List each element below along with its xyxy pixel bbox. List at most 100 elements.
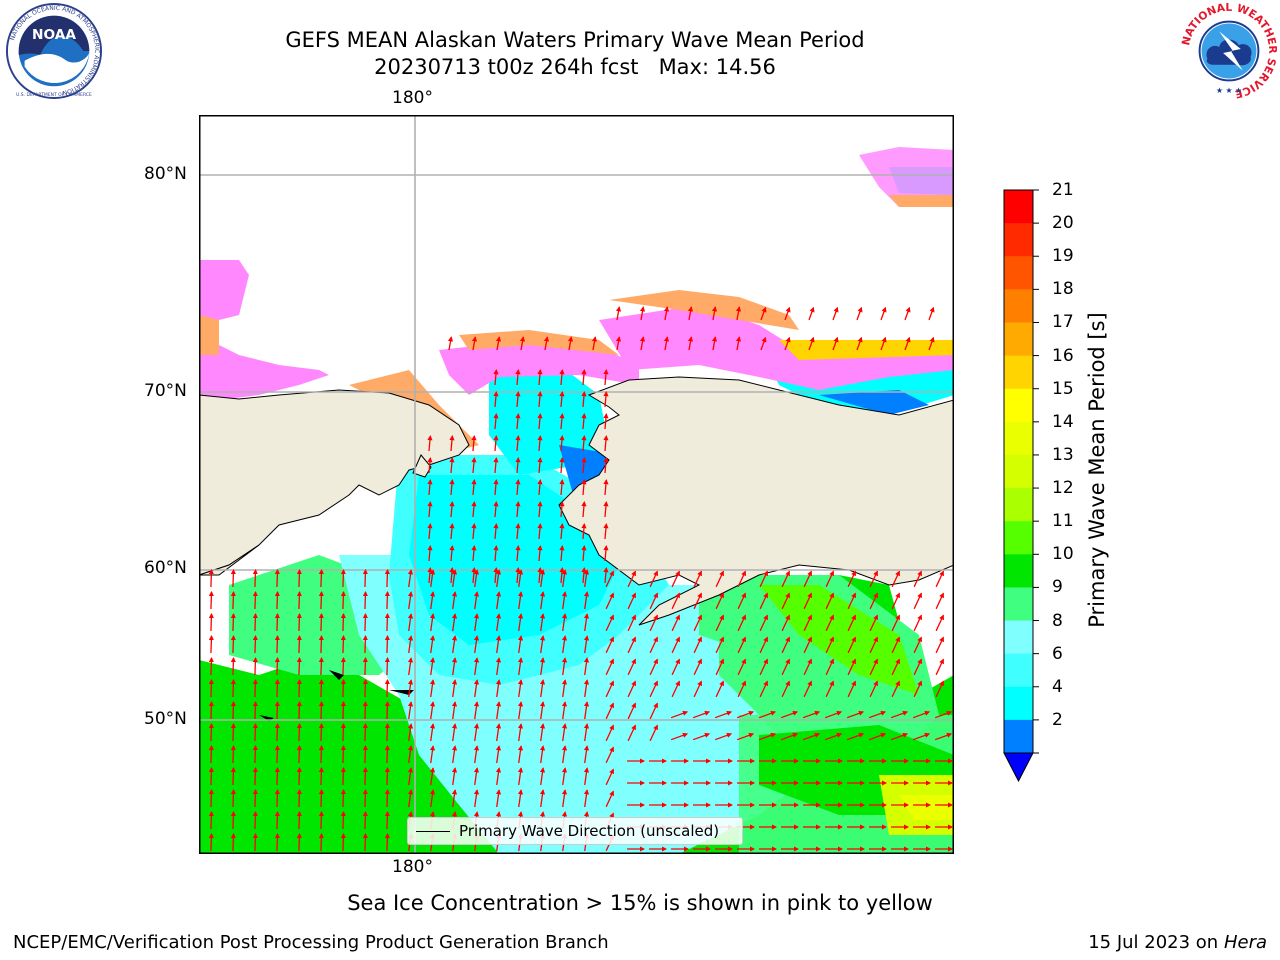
wave-arrow: [252, 744, 258, 764]
wave-arrow: [495, 701, 502, 720]
colorbar-tick-label: 8: [1052, 610, 1063, 631]
wave-arrow: [427, 523, 433, 540]
wave-arrow: [318, 788, 324, 808]
wave-arrow: [517, 591, 524, 610]
wave-arrow: [384, 744, 390, 764]
wave-arrow: [537, 457, 543, 474]
wave-arrow: [627, 724, 636, 742]
wave-arrow: [693, 614, 702, 632]
wave-arrow: [318, 678, 324, 698]
wave-arrow: [605, 702, 614, 720]
wave-arrow: [473, 767, 480, 786]
wave-arrow: [759, 636, 768, 654]
wave-arrow: [274, 722, 280, 742]
wave-arrow: [559, 413, 565, 430]
wave-arrow: [583, 723, 590, 742]
wave-arrow: [780, 710, 799, 719]
wave-arrow: [780, 732, 799, 741]
colorbar-segment: [1004, 223, 1033, 257]
wave-arrow: [384, 788, 390, 808]
wave-arrow: [736, 710, 755, 719]
colorbar-segment: [1004, 256, 1033, 290]
wave-arrow: [581, 435, 587, 452]
wave-arrow: [687, 336, 694, 351]
wave-arrow: [605, 746, 614, 764]
wave-arrow: [627, 658, 636, 676]
wave-arrow: [495, 336, 502, 351]
wave-arrow: [208, 590, 214, 610]
wave-arrow: [803, 614, 812, 632]
wave-arrow: [759, 570, 768, 588]
wave-arrow: [671, 680, 680, 698]
wave-arrow: [561, 767, 568, 786]
wave-arrow: [639, 306, 646, 321]
colorbar-tick-label: 2: [1052, 709, 1063, 730]
wave-arrow: [649, 614, 658, 632]
wave-arrow: [904, 306, 911, 321]
wave-arrow: [493, 369, 499, 386]
wave-arrow: [891, 636, 900, 654]
wave-arrow: [471, 457, 477, 474]
colorbar-segment: [1004, 719, 1033, 754]
wave-arrow: [449, 435, 455, 452]
wave-arrow: [784, 306, 791, 321]
wave-arrow: [781, 614, 790, 632]
wave-arrow: [451, 767, 458, 786]
wave-arrow: [208, 612, 214, 632]
wave-arrow: [407, 679, 414, 698]
wave-arrow: [451, 657, 458, 676]
wave-arrow: [890, 710, 909, 719]
wave-arrow: [495, 745, 502, 764]
wave-arrow: [451, 591, 458, 610]
longitude-label-bottom: 180°: [392, 857, 433, 877]
wave-arrow: [318, 832, 324, 852]
wave-arrow: [493, 435, 499, 452]
wave-arrow: [230, 612, 236, 632]
colorbar-tick-label: 12: [1052, 478, 1074, 499]
wave-arrow: [559, 369, 565, 386]
wave-arrow: [340, 744, 346, 764]
wave-arrow: [581, 545, 587, 562]
wave-arrow: [935, 570, 944, 588]
wave-arrow: [583, 745, 590, 764]
wave-arrow: [274, 656, 280, 676]
wave-arrow: [692, 732, 711, 741]
wave-arrow: [583, 613, 590, 632]
wave-arrow: [495, 569, 502, 588]
wave-arrow: [252, 722, 258, 742]
wave-arrow: [891, 614, 900, 632]
wave-arrow: [252, 788, 258, 808]
wave-arrow: [583, 789, 590, 808]
wave-arrow: [384, 678, 390, 698]
wave-arrow: [603, 523, 609, 540]
chart-subtitle: 20230713 t00z 264h fcst Max: 14.56: [180, 54, 970, 80]
wave-arrow: [559, 479, 565, 496]
wave-arrow: [803, 658, 812, 676]
wave-arrow: [880, 306, 887, 321]
wave-arrow: [208, 722, 214, 742]
wave-arrow: [737, 636, 746, 654]
wave-arrow: [362, 700, 368, 720]
wave-arrow: [493, 567, 499, 584]
wave-arrow: [847, 636, 856, 654]
wave-arrow: [603, 567, 609, 584]
wave-arrow: [869, 570, 878, 588]
wave-arrow: [537, 391, 543, 408]
wave-arrow: [539, 789, 546, 808]
svg-text:★ ★ ★: ★ ★ ★: [1216, 86, 1242, 95]
wave-arrow: [515, 413, 521, 430]
wave-arrow: [649, 702, 658, 720]
legend-label: Primary Wave Direction (unscaled): [459, 822, 720, 840]
wave-arrow: [451, 569, 458, 588]
wave-arrow: [407, 569, 414, 588]
wave-arrow: [847, 592, 856, 610]
wave-arrow: [581, 501, 587, 518]
colorbar-segment: [1004, 322, 1033, 357]
wave-arrow: [934, 710, 953, 719]
wave-arrow: [230, 810, 236, 830]
colorbar-tick-label: 11: [1052, 511, 1074, 532]
wave-arrow: [715, 636, 724, 654]
wave-arrow: [517, 613, 524, 632]
wave-arrow: [581, 479, 587, 496]
wave-arrow: [846, 710, 865, 719]
